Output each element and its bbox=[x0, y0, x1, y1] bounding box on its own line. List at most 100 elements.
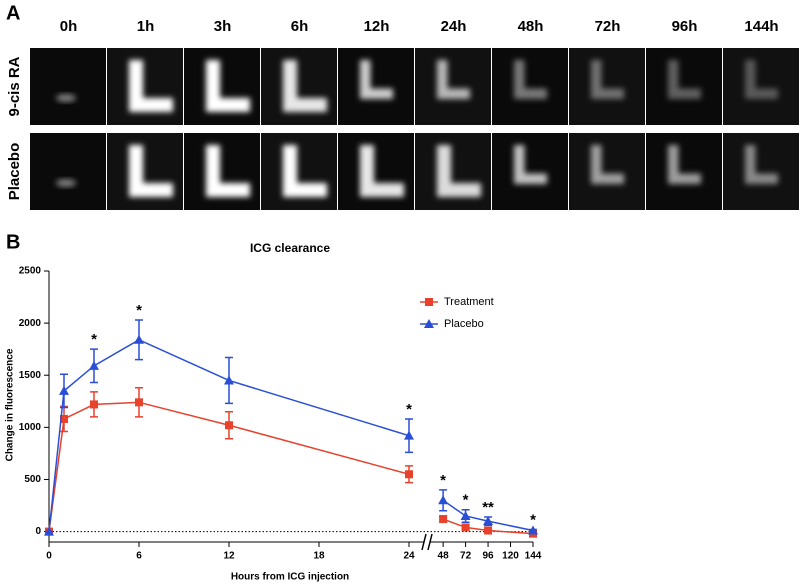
x-tick-label: 6 bbox=[136, 551, 142, 562]
image-bg bbox=[107, 133, 183, 210]
image-tile bbox=[415, 133, 491, 210]
y-tick-label: 0 bbox=[35, 526, 41, 537]
marker bbox=[483, 516, 494, 526]
x-axis-label: Hours from ICG injection bbox=[231, 572, 349, 583]
image-bg bbox=[107, 48, 183, 125]
time-label: 3h bbox=[214, 18, 232, 35]
significance: * bbox=[440, 472, 446, 489]
significance: * bbox=[530, 511, 536, 528]
marker bbox=[89, 360, 99, 370]
time-label: 144h bbox=[744, 18, 778, 35]
marker bbox=[461, 523, 470, 532]
signal bbox=[206, 145, 250, 197]
image-tile bbox=[30, 48, 106, 125]
image-bg bbox=[492, 133, 568, 210]
series-line bbox=[442, 499, 534, 532]
image-tile bbox=[338, 48, 414, 125]
image-tile bbox=[723, 48, 799, 125]
marker bbox=[438, 495, 449, 505]
signal bbox=[283, 60, 327, 112]
legend-label: Placebo bbox=[444, 318, 484, 330]
x-tick-label: 72 bbox=[460, 551, 472, 562]
panel-label: A bbox=[6, 2, 20, 24]
signal bbox=[668, 60, 701, 99]
image-tile bbox=[723, 133, 799, 210]
signal bbox=[591, 60, 624, 99]
series-line bbox=[48, 338, 410, 532]
image-tile bbox=[492, 48, 568, 125]
image-bg bbox=[723, 48, 799, 125]
y-axis-label: Change in fluorescence bbox=[5, 348, 16, 461]
image-tile bbox=[184, 48, 260, 125]
y-tick-label: 1500 bbox=[19, 370, 42, 381]
image-tile bbox=[107, 48, 183, 125]
marker bbox=[225, 421, 233, 430]
image-bg bbox=[723, 133, 799, 210]
time-label: 1h bbox=[137, 18, 155, 35]
marker bbox=[59, 385, 69, 395]
image-tile bbox=[261, 48, 337, 125]
marker bbox=[460, 510, 471, 520]
significance: ** bbox=[482, 499, 494, 516]
series-line bbox=[48, 401, 410, 532]
row-label: Placebo bbox=[6, 143, 23, 201]
panel-a: A 0h 1h 3h 6h 12h 24h 48h 72h 96h 144h 9-cis RA Pla… bbox=[6, 2, 799, 210]
time-label: 24h bbox=[441, 18, 467, 35]
time-label: 0h bbox=[60, 18, 78, 35]
panel-b: B ICG clearance Hours from ICG injection… bbox=[5, 231, 542, 582]
y-tick-label: 2500 bbox=[19, 266, 42, 277]
signal bbox=[129, 60, 173, 112]
marker bbox=[135, 398, 143, 407]
image-bg bbox=[261, 48, 337, 125]
image-bg bbox=[184, 48, 260, 125]
image-bg bbox=[338, 133, 414, 210]
axis-break bbox=[421, 533, 427, 551]
marker bbox=[439, 515, 448, 524]
signal bbox=[206, 60, 250, 112]
signal bbox=[129, 145, 173, 197]
significance: * bbox=[136, 302, 142, 319]
image-bg bbox=[415, 48, 491, 125]
image-tile bbox=[569, 48, 645, 125]
signal bbox=[514, 145, 547, 184]
image-bg bbox=[415, 133, 491, 210]
time-label: 12h bbox=[364, 18, 390, 35]
image-tile bbox=[184, 133, 260, 210]
time-label: 6h bbox=[291, 18, 309, 35]
x-tick-label: 0 bbox=[46, 551, 52, 562]
legend-label: Treatment bbox=[444, 296, 494, 308]
image-bg bbox=[569, 133, 645, 210]
image-bg bbox=[569, 48, 645, 125]
image-bg bbox=[30, 48, 106, 125]
image-tile bbox=[261, 133, 337, 210]
y-tick-label: 1000 bbox=[19, 422, 42, 433]
panel-label: B bbox=[6, 231, 20, 253]
image-tile bbox=[569, 133, 645, 210]
signal bbox=[56, 94, 76, 102]
marker bbox=[528, 525, 538, 535]
signal bbox=[437, 145, 481, 197]
x-tick-label: 48 bbox=[438, 551, 450, 562]
time-label: 96h bbox=[672, 18, 698, 35]
marker bbox=[404, 430, 414, 440]
signal bbox=[360, 60, 393, 99]
signal bbox=[745, 60, 778, 99]
image-bg bbox=[338, 48, 414, 125]
time-label: 72h bbox=[595, 18, 621, 35]
marker bbox=[44, 526, 54, 536]
image-tile bbox=[338, 133, 414, 210]
image-tile bbox=[492, 133, 568, 210]
y-tick-label: 500 bbox=[24, 474, 41, 485]
signal bbox=[56, 179, 76, 187]
image-tile bbox=[415, 48, 491, 125]
x-tick-label: 120 bbox=[502, 551, 519, 562]
image-tile bbox=[107, 133, 183, 210]
signal bbox=[745, 145, 778, 184]
x-tick-label: 96 bbox=[482, 551, 494, 562]
axis-break bbox=[427, 533, 433, 551]
x-tick-label: 24 bbox=[403, 551, 415, 562]
time-label: 48h bbox=[518, 18, 544, 35]
image-bg bbox=[492, 48, 568, 125]
image-bg bbox=[646, 48, 722, 125]
image-bg bbox=[30, 133, 106, 210]
